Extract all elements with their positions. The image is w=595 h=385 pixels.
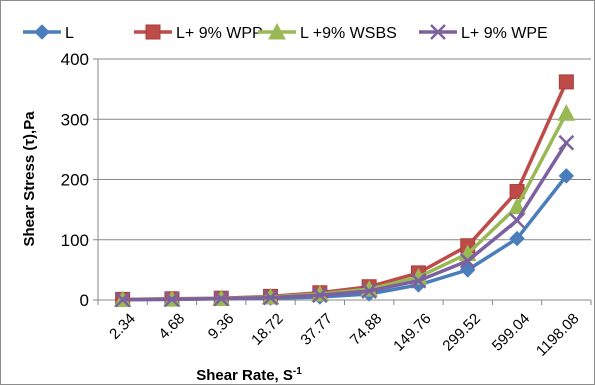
x-tick-label: 599.04 xyxy=(489,310,533,354)
data-point xyxy=(558,168,575,184)
y-tick-label: 200 xyxy=(61,171,89,190)
legend-entry: L xyxy=(23,24,74,42)
data-point xyxy=(114,291,131,308)
y-axis-title: Shear Stress (τ),Pa xyxy=(21,111,38,247)
series-diamond xyxy=(114,168,575,308)
x-axis-title-text: Shear Rate, S xyxy=(196,367,293,384)
data-point xyxy=(459,252,476,269)
series-line xyxy=(122,174,568,302)
legend-entry: L+ 9% WPP xyxy=(134,24,263,42)
series-layer xyxy=(113,74,576,308)
y-tick-label: 100 xyxy=(61,231,89,250)
data-point xyxy=(361,283,378,299)
legend-marker xyxy=(430,24,446,40)
series-line xyxy=(122,81,568,302)
x-tick-label: 4.68 xyxy=(155,310,188,343)
x-tick-label: 299.52 xyxy=(439,310,483,354)
series-line xyxy=(122,112,568,302)
legend: L L+ 9% WPP L +9% WSBS L+ 9% WPE xyxy=(23,22,548,42)
legend-marker xyxy=(145,24,161,40)
legend-marker xyxy=(268,22,286,40)
data-point xyxy=(213,290,230,307)
data-point xyxy=(508,197,526,215)
legend-label: L +9% WSBS xyxy=(300,25,397,42)
data-point xyxy=(410,272,427,289)
legend-label: L+ 9% WPP xyxy=(176,25,263,42)
y-tick-label: 400 xyxy=(61,50,89,69)
x-tick-label: 37.77 xyxy=(297,310,336,349)
legend-entry: L +9% WSBS xyxy=(258,22,397,42)
series-line xyxy=(122,141,568,302)
data-point xyxy=(558,134,575,151)
data-point xyxy=(164,291,180,308)
x-tick-label: 9.36 xyxy=(205,310,238,343)
legend-marker xyxy=(34,24,50,40)
x-axis-title: Shear Rate, S-1 xyxy=(196,366,302,384)
x-tick-label: 1198.08 xyxy=(533,310,583,360)
data-point xyxy=(262,289,279,306)
x-tick-label: 18.72 xyxy=(248,310,287,349)
data-point xyxy=(558,74,574,90)
y-tick-label: 0 xyxy=(80,291,89,310)
x-tick-label: 74.88 xyxy=(347,310,386,349)
series-square xyxy=(115,74,574,307)
y-tick-label: 300 xyxy=(61,110,89,129)
legend-label: L xyxy=(65,25,74,42)
legend-entry: L+ 9% WPE xyxy=(419,24,548,42)
axes: 0 100 200 300 400 2.34 4.68 9.36 18.72 37.77 74.88… xyxy=(61,50,592,360)
data-point xyxy=(311,287,328,304)
data-point xyxy=(509,230,525,247)
data-point xyxy=(460,262,476,278)
series-x xyxy=(114,134,575,308)
gridlines xyxy=(98,58,591,241)
x-tick-label: 2.34 xyxy=(106,310,139,343)
data-point xyxy=(557,104,576,121)
x-axis-title-superscript: -1 xyxy=(293,366,302,377)
legend-label: L+ 9% WPE xyxy=(461,25,548,42)
data-point xyxy=(509,212,525,229)
x-tick-label: 149.76 xyxy=(390,310,434,354)
